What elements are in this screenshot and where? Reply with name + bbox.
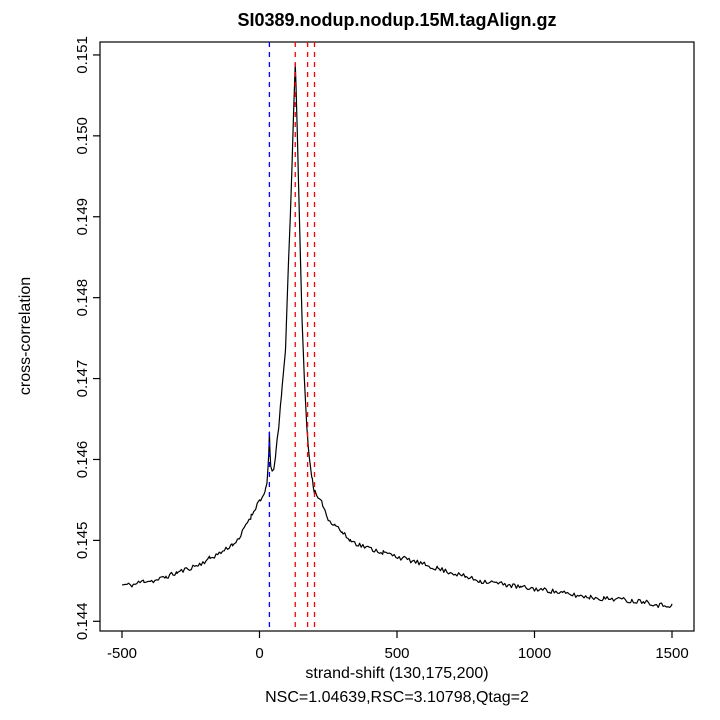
x-tick-label: 1500 [655,645,688,662]
y-tick-label: 0.145 [74,522,91,560]
y-tick-label: 0.151 [74,36,91,74]
x-tick-label: 1000 [518,645,551,662]
x-tick-label: 0 [255,645,263,662]
vline-layer [268,42,316,631]
figure-title: SI0389.nodup.nodup.15M.tagAlign.gz [237,10,556,30]
y-tick-label: 0.144 [74,603,91,641]
y-tick-label: 0.148 [74,279,91,317]
y-tick-label: 0.146 [74,441,91,479]
y-axis-label: cross-correlation [17,277,34,395]
y-tick-label: 0.149 [74,198,91,236]
tick-layer: -500 0 500 1000 1500 0.144 0.145 0.146 0.147 0.14… [74,36,689,662]
y-tick-label: 0.150 [74,117,91,155]
x-tick-label: -500 [107,645,137,662]
plot-border [99,41,695,632]
curve-layer [121,63,673,609]
x-axis-label: strand-shift (130,175,200) [305,665,488,682]
y-tick-label: 0.147 [74,360,91,398]
x-tick-label: 500 [384,645,409,662]
stats-subtitle: NSC=1.04639,RSC=3.10798,Qtag=2 [265,689,529,706]
cross-correlation-curve [121,63,673,609]
